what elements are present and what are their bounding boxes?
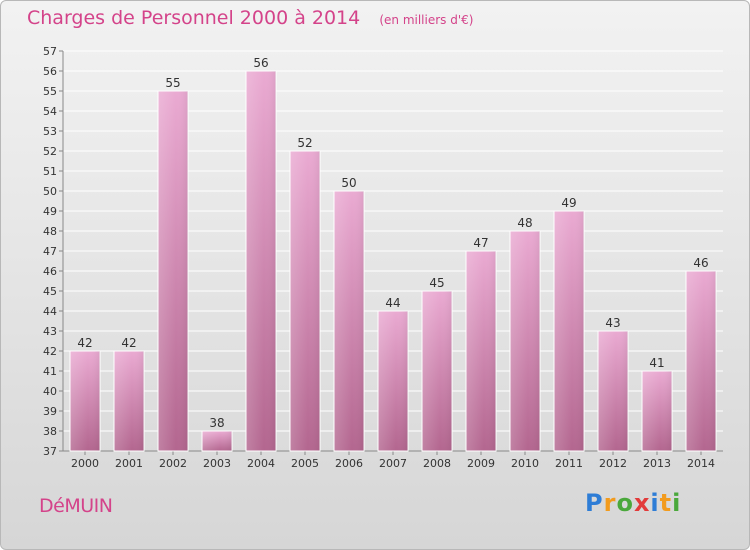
bar-shade — [246, 71, 276, 451]
bar-shade — [114, 351, 144, 451]
y-tick-label: 53 — [43, 125, 57, 138]
data-label: 56 — [253, 56, 268, 70]
data-label: 55 — [165, 76, 180, 90]
y-tick-label: 57 — [43, 45, 57, 58]
bar-shade — [598, 331, 628, 451]
y-tick-label: 40 — [43, 385, 57, 398]
y-tick-label: 56 — [43, 65, 57, 78]
x-tick-label: 2007 — [379, 457, 407, 470]
x-tick-label: 2006 — [335, 457, 363, 470]
bar-shade — [378, 311, 408, 451]
bar-shade — [334, 191, 364, 451]
y-tick-label: 48 — [43, 225, 57, 238]
data-label: 42 — [77, 336, 92, 350]
data-label: 49 — [561, 196, 576, 210]
bar-shade — [422, 291, 452, 451]
bar-shade — [202, 431, 232, 451]
y-tick-label: 37 — [43, 445, 57, 458]
title-row: Charges de Personnel 2000 à 2014 (en mil… — [27, 7, 473, 29]
bars — [69, 70, 717, 452]
x-tick-label: 2005 — [291, 457, 319, 470]
x-tick-label: 2012 — [599, 457, 627, 470]
x-tick-label: 2000 — [71, 457, 99, 470]
bar-shade — [686, 271, 716, 451]
brand-letter: r — [603, 489, 617, 517]
x-tick-label: 2004 — [247, 457, 275, 470]
y-tick-label: 49 — [43, 205, 57, 218]
y-tick-label: 38 — [43, 425, 57, 438]
x-tick-label: 2011 — [555, 457, 583, 470]
labels: 37 38 39 40 41 42 43 44 45 46 47 48 49 50 51 52 53 54 55 56… — [43, 45, 715, 470]
proxiti-logo[interactable]: Proxiti — [585, 489, 681, 517]
data-label: 52 — [297, 136, 312, 150]
x-tick-label: 2001 — [115, 457, 143, 470]
brand-letter: o — [616, 489, 634, 517]
data-label: 46 — [693, 256, 708, 270]
bar-shade — [158, 91, 188, 451]
y-tick-label: 41 — [43, 365, 57, 378]
x-tick-label: 2002 — [159, 457, 187, 470]
y-tick-label: 54 — [43, 105, 57, 118]
data-label: 48 — [517, 216, 532, 230]
brand-letter: P — [585, 489, 604, 517]
data-label: 45 — [429, 276, 444, 290]
bar-shade — [642, 371, 672, 451]
x-tick-label: 2009 — [467, 457, 495, 470]
brand-letter: i — [650, 489, 660, 517]
commune-name: DéMUIN — [39, 495, 113, 517]
data-label: 41 — [649, 356, 664, 370]
y-tick-label: 55 — [43, 85, 57, 98]
y-tick-label: 51 — [43, 165, 57, 178]
x-tick-label: 2008 — [423, 457, 451, 470]
y-tick-label: 45 — [43, 285, 57, 298]
y-tick-label: 47 — [43, 245, 57, 258]
y-tick-label: 44 — [43, 305, 57, 318]
x-tick-label: 2013 — [643, 457, 671, 470]
y-tick-label: 42 — [43, 345, 57, 358]
chart-subtitle: (en milliers d'€) — [379, 13, 474, 27]
bar-shade — [466, 251, 496, 451]
y-tick-label: 43 — [43, 325, 57, 338]
bar-shade — [510, 231, 540, 451]
y-tick-label: 50 — [43, 185, 57, 198]
data-label: 44 — [385, 296, 400, 310]
chart-title: Charges de Personnel 2000 à 2014 — [27, 7, 361, 29]
bar-shade — [70, 351, 100, 451]
brand-letter: x — [633, 489, 651, 517]
data-label: 42 — [121, 336, 136, 350]
brand-letter: i — [672, 489, 682, 517]
data-label: 43 — [605, 316, 620, 330]
x-tick-label: 2003 — [203, 457, 231, 470]
data-label: 38 — [209, 416, 224, 430]
y-tick-label: 39 — [43, 405, 57, 418]
bar-shade — [554, 211, 584, 451]
x-tick-label: 2014 — [687, 457, 715, 470]
data-label: 50 — [341, 176, 356, 190]
data-label: 47 — [473, 236, 488, 250]
y-tick-label: 46 — [43, 265, 57, 278]
bar-shade — [290, 151, 320, 451]
brand-letter: t — [659, 489, 673, 517]
x-tick-label: 2010 — [511, 457, 539, 470]
y-tick-label: 52 — [43, 145, 57, 158]
